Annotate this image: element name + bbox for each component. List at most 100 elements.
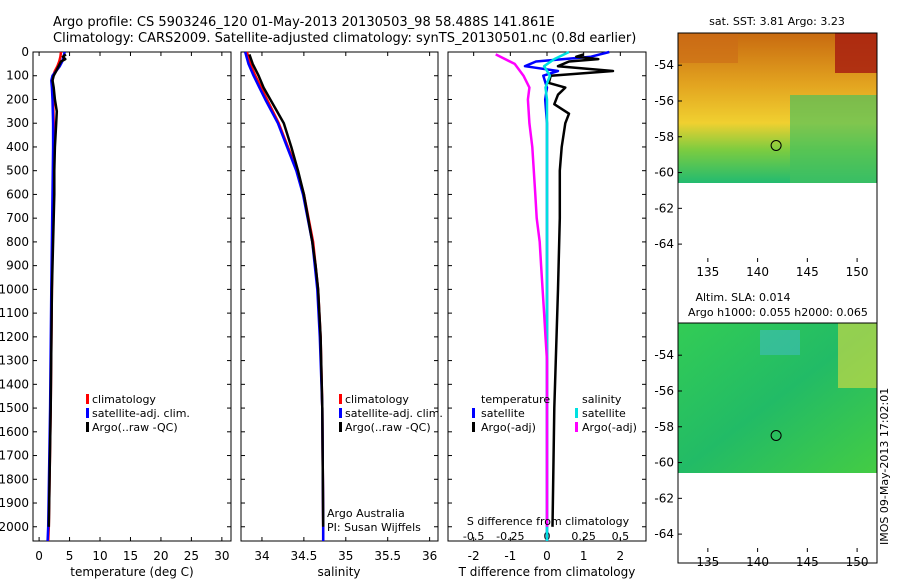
depth-tick-label: 300 — [6, 116, 29, 130]
lat-tick-label: -56 — [654, 384, 674, 398]
sla-map: Altim. SLA: 0.014 Argo h1000: 0.055 h200… — [654, 291, 878, 569]
header-line2: Climatology: CARS2009. Satellite-adjuste… — [53, 31, 636, 46]
temperature-panel: 0100200300400500600700800900100011001200… — [0, 45, 232, 579]
sla-low-patch — [760, 330, 800, 355]
lon-tick-label: 140 — [746, 265, 769, 279]
x-tick-label: 35.5 — [374, 549, 401, 563]
legend-swatch-climatology — [339, 394, 342, 404]
legend-label-sal-satellite: satellite — [582, 407, 626, 420]
depth-tick-label: 700 — [6, 211, 29, 225]
sst-map-axes: -54 -56 -58 -60 -62 -64 135 140 145 150 — [654, 58, 868, 279]
legend-swatch-satellite — [86, 408, 89, 418]
lat-tick-label: -54 — [654, 348, 674, 362]
legend-label-temp-satellite: satellite — [481, 407, 525, 420]
legend-label-satellite: satellite-adj. clim. — [345, 407, 443, 420]
sla-map-title-2: Argo h1000: 0.055 h2000: 0.065 — [688, 306, 868, 319]
salinity-legend: climatology satellite-adj. clim. Argo(..… — [339, 393, 443, 434]
legend-header-temperature: temperature — [481, 393, 550, 406]
depth-tick-label: 900 — [6, 259, 29, 273]
depth-tick-label: 600 — [6, 187, 29, 201]
depth-tick-label: 1600 — [0, 425, 29, 439]
annotation-pi: PI: Susan Wijffels — [327, 521, 421, 534]
difference-depth-ticks — [448, 51, 646, 528]
legend-swatch-argo — [86, 422, 89, 432]
series-line — [495, 53, 549, 527]
depth-tick-label: 1100 — [0, 306, 29, 320]
legend-label-climatology: climatology — [92, 393, 156, 406]
sla-high-patch — [838, 323, 877, 388]
depth-axis: 0 100 200 300 400 500 600 700 800 900 1000 1100 1200… — [0, 45, 231, 534]
series-line — [248, 53, 325, 527]
lat-tick-label: -62 — [654, 491, 674, 505]
s-difference-tick-label: 0.5 — [612, 530, 630, 543]
salinity-depth-ticks — [241, 51, 438, 528]
x-tick-label: -2 — [468, 549, 480, 563]
depth-tick-label: 200 — [6, 92, 29, 106]
s-difference-tick-label: -0.5 — [463, 530, 484, 543]
s-difference-label: S difference from climatology — [467, 515, 630, 528]
x-tick-label: 36 — [422, 549, 437, 563]
s-difference-tick-label: -0.25 — [496, 530, 524, 543]
legend-swatch-temp-satellite — [472, 408, 475, 418]
sst-warm-patch — [678, 33, 738, 63]
difference-panel: -2 -1 0 1 2 -0.5 -0.25 0 0.25 0.5 S difference f… — [447, 50, 647, 579]
lat-tick-label: -64 — [654, 527, 674, 541]
s-difference-tick-label: 0.25 — [571, 530, 596, 543]
lon-tick-label: 150 — [846, 265, 869, 279]
x-tick-label: 5 — [66, 549, 74, 563]
x-tick-label: -1 — [504, 549, 516, 563]
depth-tick-label: 1500 — [0, 401, 29, 415]
salinity-xlabel: salinity — [317, 565, 360, 579]
x-tick-label: 20 — [153, 549, 168, 563]
series-line — [47, 53, 67, 527]
depth-tick-label: 0 — [21, 45, 29, 59]
x-tick-label: 1 — [580, 549, 588, 563]
difference-legend: temperature salinity satellite Argo(-adj… — [472, 393, 637, 434]
temperature-xlabel: temperature (deg C) — [70, 565, 193, 579]
legend-swatch-satellite — [339, 408, 342, 418]
lat-tick-label: -60 — [654, 166, 674, 180]
x-tick-label: 15 — [123, 549, 138, 563]
x-tick-label: 30 — [214, 549, 229, 563]
legend-swatch-temp-argo — [472, 422, 475, 432]
argo-position-marker — [770, 429, 782, 441]
legend-swatch-sal-argo — [575, 422, 578, 432]
temperature-series — [46, 51, 67, 542]
depth-tick-label: 1000 — [0, 282, 29, 296]
x-tick-label: 34.5 — [291, 549, 318, 563]
depth-tick-label: 1200 — [0, 330, 29, 344]
salinity-x-axis: 34 34.5 35 35.5 36 — [254, 52, 437, 563]
x-tick-label: 35 — [338, 549, 353, 563]
depth-tick-label: 100 — [6, 69, 29, 83]
legend-swatch-climatology — [86, 394, 89, 404]
sla-map-frame — [677, 322, 878, 564]
x-tick-label: 34 — [254, 549, 269, 563]
lat-tick-label: -58 — [654, 130, 674, 144]
depth-tick-label: 1700 — [0, 449, 29, 463]
difference-series — [495, 50, 615, 541]
lon-tick-label: 150 — [846, 555, 869, 569]
sst-map: sat. SST: 3.81 Argo: 3.23 -54 -56 -58 -60 -6… — [654, 15, 878, 339]
lon-tick-label: 145 — [796, 555, 819, 569]
sla-map-axes: -54 -56 -58 -60 -62 -64 135 140 145 150 — [654, 348, 868, 569]
series-line — [523, 50, 610, 541]
depth-tick-label: 800 — [6, 235, 29, 249]
sst-warm-patch — [835, 33, 877, 73]
depth-tick-label: 2000 — [0, 520, 29, 534]
lat-tick-label: -56 — [654, 94, 674, 108]
salinity-series — [243, 51, 325, 541]
imos-timestamp: IMOS 09-May-2013 17:02:01 — [878, 388, 891, 545]
x-tick-label: 0 — [35, 549, 43, 563]
temperature-x-axis: 0 5 10 15 20 25 30 — [35, 52, 230, 563]
depth-tick-label: 1300 — [0, 354, 29, 368]
legend-swatch-sal-satellite — [575, 408, 578, 418]
series-line — [547, 53, 615, 527]
salinity-frame — [240, 51, 439, 542]
lon-tick-label: 135 — [696, 265, 719, 279]
argo-position-marker — [770, 139, 782, 151]
annotation-argo-australia: Argo Australia — [327, 507, 405, 520]
legend-label-argo: Argo(..raw -QC) — [345, 421, 431, 434]
salinity-panel: 34 34.5 35 35.5 36 salinity climatology sate… — [240, 51, 443, 579]
temperature-legend: climatology satellite-adj. clim. Argo(..… — [86, 393, 190, 434]
